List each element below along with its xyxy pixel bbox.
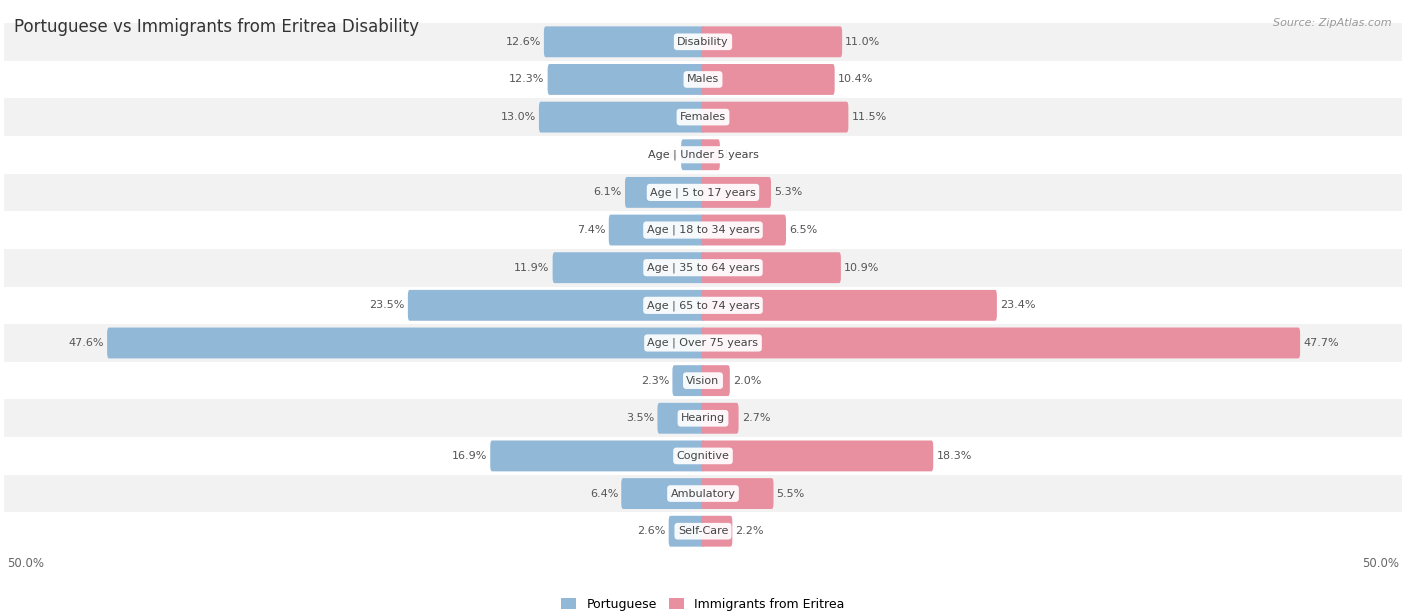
Text: 50.0%: 50.0%: [1362, 557, 1399, 570]
FancyBboxPatch shape: [538, 102, 704, 133]
Text: Vision: Vision: [686, 376, 720, 386]
FancyBboxPatch shape: [658, 403, 704, 434]
Text: Age | 35 to 64 years: Age | 35 to 64 years: [647, 263, 759, 273]
FancyBboxPatch shape: [702, 365, 730, 396]
Text: 2.7%: 2.7%: [742, 413, 770, 424]
FancyBboxPatch shape: [4, 324, 1402, 362]
FancyBboxPatch shape: [4, 23, 1402, 61]
FancyBboxPatch shape: [547, 64, 704, 95]
FancyBboxPatch shape: [702, 140, 720, 170]
Text: 1.6%: 1.6%: [650, 150, 678, 160]
FancyBboxPatch shape: [681, 140, 704, 170]
FancyBboxPatch shape: [669, 516, 704, 547]
Text: Females: Females: [681, 112, 725, 122]
FancyBboxPatch shape: [702, 327, 1301, 359]
Text: 7.4%: 7.4%: [576, 225, 606, 235]
FancyBboxPatch shape: [553, 252, 704, 283]
Legend: Portuguese, Immigrants from Eritrea: Portuguese, Immigrants from Eritrea: [557, 593, 849, 612]
FancyBboxPatch shape: [408, 290, 704, 321]
FancyBboxPatch shape: [702, 26, 842, 58]
FancyBboxPatch shape: [626, 177, 704, 208]
Text: Males: Males: [688, 75, 718, 84]
FancyBboxPatch shape: [4, 286, 1402, 324]
Text: 2.2%: 2.2%: [735, 526, 763, 536]
Text: 6.5%: 6.5%: [789, 225, 817, 235]
Text: 11.0%: 11.0%: [845, 37, 880, 47]
Text: Age | 65 to 74 years: Age | 65 to 74 years: [647, 300, 759, 310]
FancyBboxPatch shape: [702, 177, 770, 208]
FancyBboxPatch shape: [4, 136, 1402, 174]
Text: 1.2%: 1.2%: [723, 150, 751, 160]
FancyBboxPatch shape: [107, 327, 704, 359]
Text: Hearing: Hearing: [681, 413, 725, 424]
Text: 47.7%: 47.7%: [1303, 338, 1339, 348]
FancyBboxPatch shape: [4, 211, 1402, 249]
Text: 3.5%: 3.5%: [626, 413, 654, 424]
FancyBboxPatch shape: [4, 61, 1402, 99]
FancyBboxPatch shape: [621, 478, 704, 509]
Text: 2.0%: 2.0%: [733, 376, 761, 386]
FancyBboxPatch shape: [702, 516, 733, 547]
Text: 11.5%: 11.5%: [852, 112, 887, 122]
Text: 5.5%: 5.5%: [776, 488, 804, 499]
Text: 2.3%: 2.3%: [641, 376, 669, 386]
FancyBboxPatch shape: [702, 290, 997, 321]
Text: 10.9%: 10.9%: [844, 263, 879, 273]
Text: 50.0%: 50.0%: [7, 557, 44, 570]
FancyBboxPatch shape: [4, 400, 1402, 437]
Text: Age | Under 5 years: Age | Under 5 years: [648, 149, 758, 160]
Text: Age | Over 75 years: Age | Over 75 years: [648, 338, 758, 348]
Text: 11.9%: 11.9%: [515, 263, 550, 273]
Text: 23.4%: 23.4%: [1000, 300, 1035, 310]
Text: Self-Care: Self-Care: [678, 526, 728, 536]
FancyBboxPatch shape: [4, 512, 1402, 550]
Text: 2.6%: 2.6%: [637, 526, 665, 536]
FancyBboxPatch shape: [544, 26, 704, 58]
Text: 18.3%: 18.3%: [936, 451, 972, 461]
Text: 47.6%: 47.6%: [69, 338, 104, 348]
Text: Disability: Disability: [678, 37, 728, 47]
FancyBboxPatch shape: [609, 215, 704, 245]
Text: 12.3%: 12.3%: [509, 75, 544, 84]
Text: 5.3%: 5.3%: [775, 187, 803, 198]
Text: 23.5%: 23.5%: [370, 300, 405, 310]
Text: Ambulatory: Ambulatory: [671, 488, 735, 499]
FancyBboxPatch shape: [491, 441, 704, 471]
Text: Cognitive: Cognitive: [676, 451, 730, 461]
FancyBboxPatch shape: [702, 252, 841, 283]
Text: Source: ZipAtlas.com: Source: ZipAtlas.com: [1274, 18, 1392, 28]
Text: Age | 5 to 17 years: Age | 5 to 17 years: [650, 187, 756, 198]
Text: 16.9%: 16.9%: [451, 451, 486, 461]
FancyBboxPatch shape: [702, 403, 738, 434]
Text: 10.4%: 10.4%: [838, 75, 873, 84]
FancyBboxPatch shape: [4, 249, 1402, 286]
Text: 12.6%: 12.6%: [505, 37, 541, 47]
Text: Age | 18 to 34 years: Age | 18 to 34 years: [647, 225, 759, 235]
Text: Portuguese vs Immigrants from Eritrea Disability: Portuguese vs Immigrants from Eritrea Di…: [14, 18, 419, 36]
Text: 6.4%: 6.4%: [589, 488, 619, 499]
FancyBboxPatch shape: [4, 99, 1402, 136]
Text: 6.1%: 6.1%: [593, 187, 621, 198]
FancyBboxPatch shape: [4, 475, 1402, 512]
Text: 13.0%: 13.0%: [501, 112, 536, 122]
FancyBboxPatch shape: [4, 174, 1402, 211]
FancyBboxPatch shape: [4, 437, 1402, 475]
FancyBboxPatch shape: [672, 365, 704, 396]
FancyBboxPatch shape: [702, 441, 934, 471]
FancyBboxPatch shape: [702, 64, 835, 95]
FancyBboxPatch shape: [702, 478, 773, 509]
FancyBboxPatch shape: [702, 215, 786, 245]
FancyBboxPatch shape: [4, 362, 1402, 400]
FancyBboxPatch shape: [702, 102, 848, 133]
